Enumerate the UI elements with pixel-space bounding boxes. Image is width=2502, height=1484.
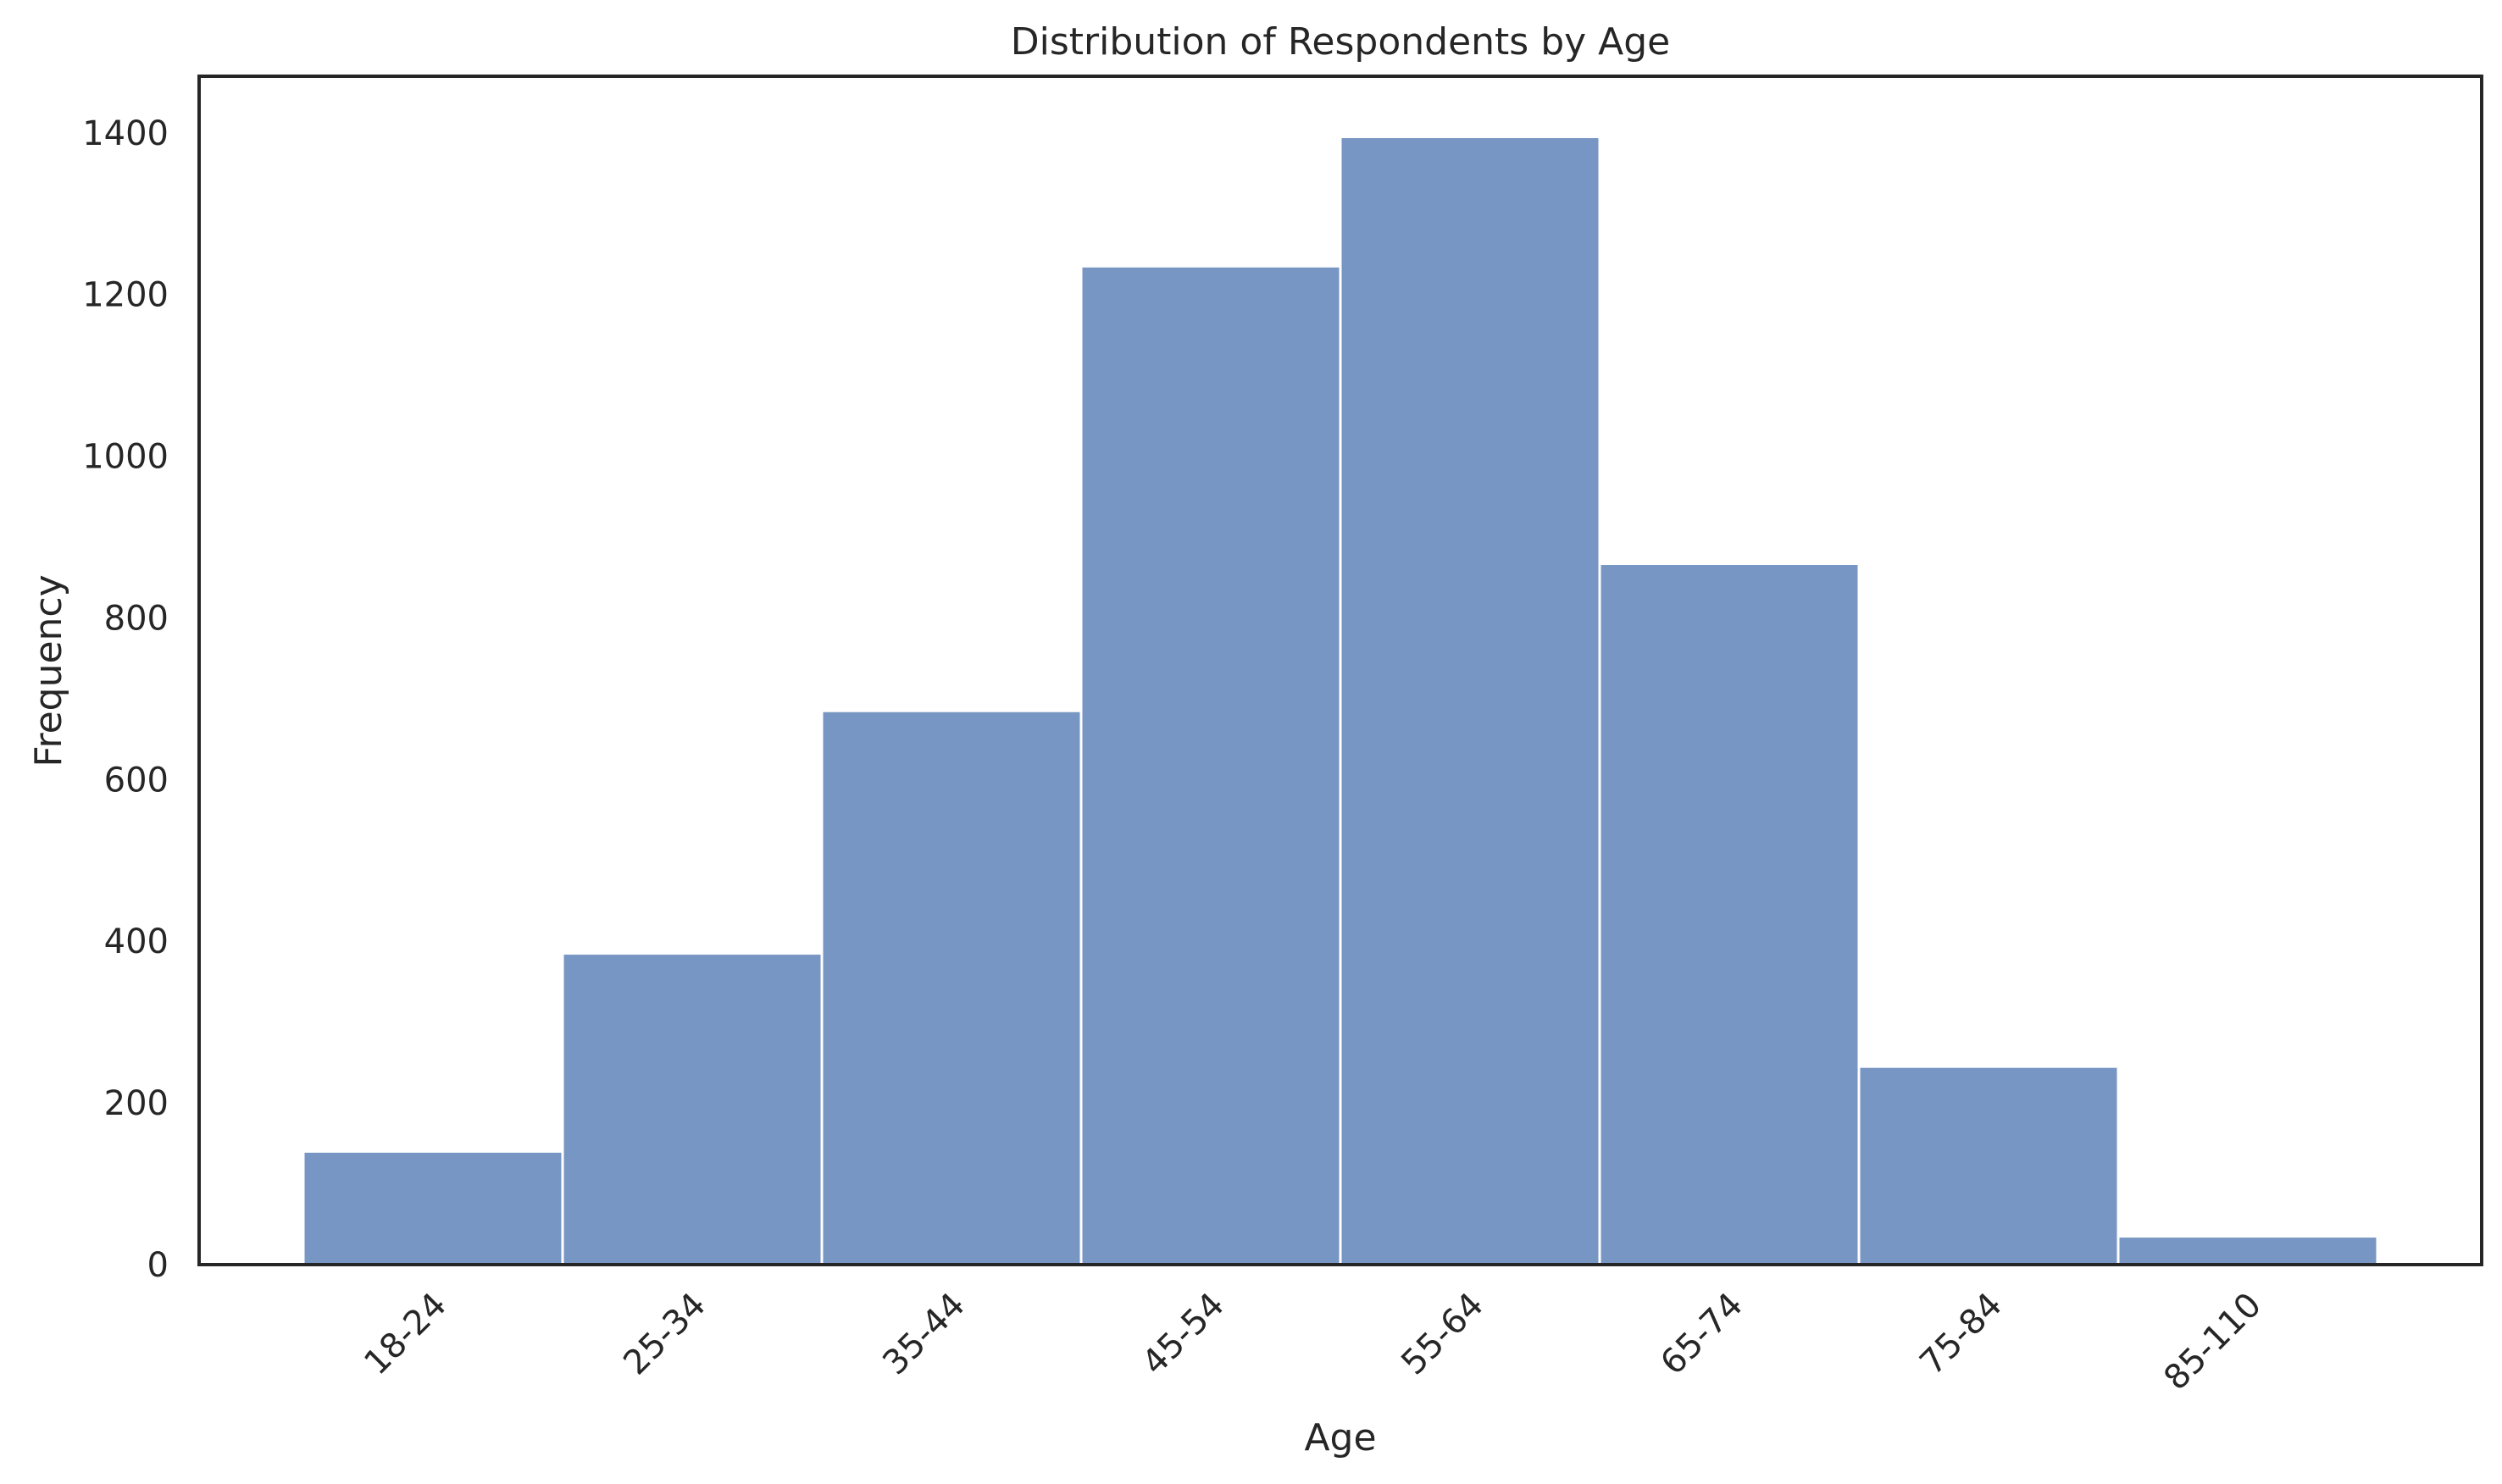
bar-85-110 (2116, 1235, 2379, 1266)
y-tick-label: 200 (104, 1084, 169, 1123)
plot-frame (197, 75, 2483, 1266)
y-tick-label: 1400 (82, 114, 169, 153)
bar-25-34 (561, 952, 824, 1266)
chart-title: Distribution of Respondents by Age (1011, 20, 1671, 64)
x-tick-label: 25-34 (616, 1286, 713, 1383)
x-tick-label: 18-24 (357, 1286, 454, 1383)
y-tick-label: 1000 (82, 438, 169, 477)
bar-18-24 (302, 1149, 564, 1266)
bar-45-54 (1079, 264, 1342, 1266)
x-tick-label: 85-110 (2156, 1286, 2269, 1398)
y-ticks-group: 0 200 400 600 800 1000 1200 1400 (82, 114, 169, 1285)
bar-65-74 (1598, 562, 1861, 1266)
x-tick-label: 45-54 (1134, 1286, 1232, 1383)
y-tick-label: 0 (147, 1246, 169, 1285)
x-axis-label: Age (1304, 1416, 1376, 1459)
x-tick-label: 75-84 (1912, 1286, 2010, 1383)
y-tick-label: 800 (104, 599, 169, 638)
bar-75-84 (1857, 1065, 2120, 1266)
y-tick-label: 1200 (82, 276, 169, 315)
y-axis-label: Frequency (27, 574, 70, 767)
x-tick-label: 65-74 (1653, 1286, 1750, 1383)
x-tick-label: 55-64 (1394, 1286, 1491, 1383)
bar-55-64 (1339, 136, 1601, 1266)
x-tick-label: 35-44 (875, 1286, 973, 1383)
y-tick-label: 400 (104, 922, 169, 961)
y-tick-label: 600 (104, 761, 169, 800)
bar-35-44 (820, 709, 1083, 1266)
bars-group (302, 136, 2379, 1266)
x-ticks-group: 18-24 25-34 35-44 45-54 55-64 65-74 75-84 85-11… (357, 1286, 2269, 1398)
